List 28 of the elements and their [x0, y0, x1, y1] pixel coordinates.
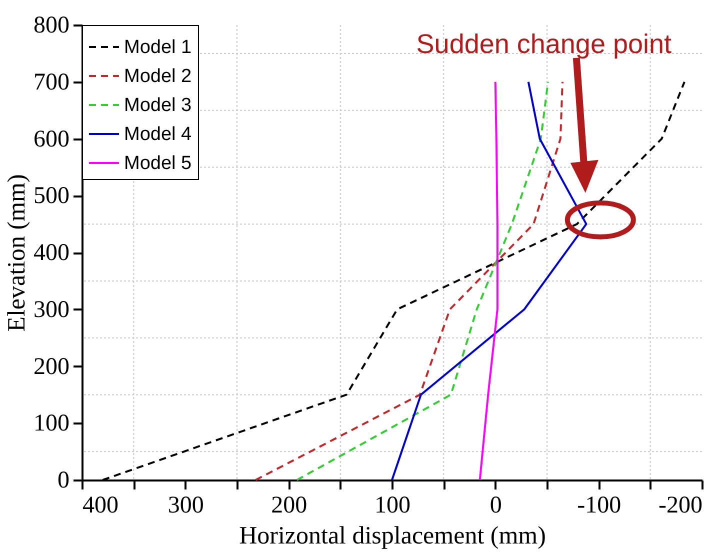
- x-tick-label: 300: [168, 492, 204, 518]
- y-tick-label: 500: [34, 183, 70, 210]
- x-tick-label: 400: [82, 492, 118, 518]
- y-tick-label: 100: [34, 410, 70, 437]
- x-tick-label: -100: [577, 492, 622, 518]
- line-series: [478, 80, 498, 481]
- legend-label: Model 1: [124, 37, 192, 58]
- y-tick-label: 800: [34, 12, 70, 38]
- y-tick-label: 300: [34, 296, 70, 323]
- y-tick-label: 600: [34, 126, 70, 152]
- y-tick-label: 400: [34, 240, 70, 266]
- y-axis-title: Elevation (mm): [4, 174, 30, 332]
- x-tick-label: 0: [490, 492, 502, 518]
- x-tick-label: 100: [374, 492, 410, 518]
- line-series: [391, 80, 588, 481]
- x-axis-title: Horizontal displacement (mm): [239, 522, 546, 550]
- y-tick-label: 700: [34, 69, 70, 96]
- x-tick-label: -200: [658, 492, 702, 518]
- y-tick-label: 0: [58, 468, 70, 494]
- annotation: Sudden change point: [416, 29, 672, 59]
- y-tick-label: 200: [34, 354, 70, 380]
- line-series: [254, 80, 564, 481]
- legend-label: Model 3: [124, 95, 192, 116]
- line-series: [296, 80, 550, 481]
- legend-label: Model 2: [124, 66, 192, 87]
- legend-label: Model 5: [124, 153, 192, 174]
- legend-label: Model 4: [124, 124, 192, 145]
- x-tick-label: 200: [271, 492, 308, 518]
